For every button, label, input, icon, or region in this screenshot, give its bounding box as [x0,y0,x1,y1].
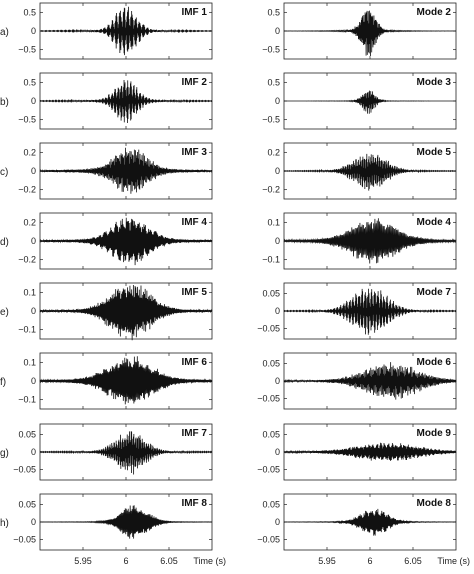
y-tick-label: −0.05 [257,324,280,334]
row-label: g) [0,448,9,459]
panel-label: IMF 8 [181,498,207,509]
y-tick-label: 0.1 [23,357,36,367]
y-tick-label: 0.05 [18,430,36,440]
y-tick-label: 0 [275,517,280,527]
y-tick-label: 0 [275,26,280,36]
panel-label: Mode 8 [417,498,452,509]
y-tick-label: −0.5 [262,115,280,125]
row-label: a) [0,27,9,38]
y-tick-label: 0.5 [23,7,36,17]
row-label: d) [0,237,9,248]
signal-line [283,153,457,191]
signal-line [39,147,213,194]
x-tick-label: 6 [367,556,372,566]
y-tick-label: −0.1 [262,255,280,265]
y-tick-label: 0 [31,376,36,386]
signal-line [283,218,457,264]
panel-label: Mode 3 [417,77,452,88]
row-label: c) [0,167,8,178]
y-tick-label: −0.05 [257,394,280,404]
signal-line [39,79,213,124]
y-tick-label: 0 [31,517,36,527]
y-tick-label: 0.05 [262,430,280,440]
signal-line [39,6,213,56]
y-tick-label: −0.2 [18,185,36,195]
x-tick-label: 5.95 [74,556,92,566]
signal-line [39,431,213,475]
panel-label: IMF 7 [181,428,207,439]
panel-label: Mode 9 [417,428,452,439]
y-tick-label: −0.05 [13,535,36,545]
y-tick-label: 0 [31,26,36,36]
x-tick-label: 6 [123,556,128,566]
panel-label: IMF 4 [181,217,207,228]
panel-label: Mode 4 [417,217,452,228]
y-tick-label: 0.5 [267,77,280,87]
y-tick-label: 0 [31,447,36,457]
panel-label: IMF 3 [181,147,207,158]
y-tick-label: −0.05 [13,465,36,475]
panel-label: Mode 5 [417,147,452,158]
row-label: b) [0,97,9,108]
y-tick-label: 0.05 [262,500,280,510]
panel-label: Mode 6 [417,357,452,368]
y-tick-label: 0 [275,306,280,316]
y-tick-label: 0.05 [18,500,36,510]
row-label: e) [0,307,9,318]
y-tick-label: −0.1 [18,325,36,335]
y-tick-label: −0.5 [18,115,36,125]
panel-label: IMF 5 [181,287,207,298]
signal-line [283,362,457,400]
signal-line [283,288,457,335]
y-tick-label: −0.1 [18,395,36,405]
signal-line [39,356,213,405]
y-tick-label: 0.1 [23,287,36,297]
x-axis-label: Time (s) [437,556,470,566]
row-label: h) [0,518,9,529]
y-tick-label: 0.2 [23,147,36,157]
x-tick-label: 6.05 [160,556,178,566]
y-tick-label: −0.2 [18,255,36,265]
signal-line [39,505,213,539]
y-tick-label: 0 [275,376,280,386]
y-tick-label: 0.2 [23,217,36,227]
x-axis-label: Time (s) [193,556,226,566]
y-tick-label: 0.05 [262,289,280,299]
y-tick-label: 0 [275,447,280,457]
y-tick-label: 0 [275,96,280,106]
panel-label: Mode 7 [417,287,452,298]
panel-label: IMF 2 [181,77,207,88]
y-tick-label: −0.5 [262,45,280,55]
signal-line [39,284,213,341]
y-tick-label: 0.5 [23,77,36,87]
panel-label: IMF 6 [181,357,207,368]
signal-line [39,217,213,266]
y-tick-label: −0.2 [262,185,280,195]
y-tick-label: 0 [31,166,36,176]
y-tick-label: 0.5 [267,7,280,17]
x-tick-label: 5.95 [318,556,336,566]
y-tick-label: −0.5 [18,45,36,55]
y-tick-label: 0.2 [267,147,280,157]
y-tick-label: 0 [275,236,280,246]
signal-line [283,442,457,461]
row-label: f) [0,377,6,388]
y-tick-label: −0.05 [257,535,280,545]
signal-line [283,508,457,536]
y-tick-label: 0 [31,306,36,316]
y-tick-label: 0 [275,166,280,176]
y-tick-label: −0.05 [257,465,280,475]
y-tick-label: 0.1 [267,217,280,227]
y-tick-label: 0 [31,96,36,106]
x-tick-label: 6.05 [404,556,422,566]
panel-label: Mode 2 [417,7,452,18]
panel-label: IMF 1 [181,7,207,18]
y-tick-label: 0.05 [262,359,280,369]
signal-line [283,90,457,114]
signal-line [283,10,457,57]
y-tick-label: 0 [31,236,36,246]
